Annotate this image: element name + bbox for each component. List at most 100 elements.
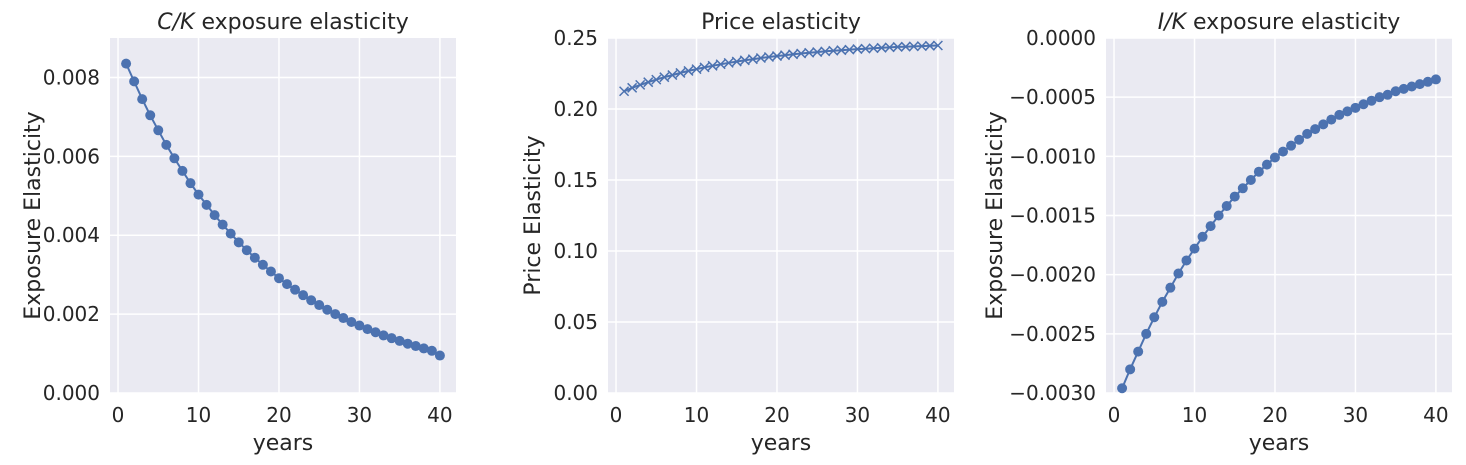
data-point xyxy=(683,65,694,76)
data-point xyxy=(306,295,317,306)
data-point xyxy=(257,259,268,270)
chart-title: I/K exposure elasticity xyxy=(1158,10,1401,35)
data-point xyxy=(1181,255,1192,266)
y-axis-label: Price Elasticity xyxy=(521,135,546,295)
x-tick-label: 0 xyxy=(112,403,125,427)
y-tick-label: 0.10 xyxy=(553,239,598,263)
data-point xyxy=(1294,134,1305,145)
data-point xyxy=(282,279,293,290)
y-tick-label: −0.0020 xyxy=(1009,263,1096,287)
data-point xyxy=(828,45,839,56)
data-point xyxy=(298,290,309,301)
data-point xyxy=(1221,201,1232,212)
data-point xyxy=(1149,312,1160,323)
data-point xyxy=(1253,166,1264,177)
data-point xyxy=(779,50,791,61)
y-tick-label: 0.20 xyxy=(553,97,598,121)
data-point xyxy=(1117,383,1128,394)
y-tick-label: 0.006 xyxy=(43,144,100,168)
data-point xyxy=(1278,146,1289,157)
data-point xyxy=(812,47,823,58)
data-point xyxy=(1213,210,1224,221)
x-tick-label: 40 xyxy=(925,403,950,427)
x-tick-label: 30 xyxy=(845,403,870,427)
data-point xyxy=(643,77,654,88)
data-point xyxy=(1366,95,1377,106)
data-point xyxy=(394,335,405,346)
data-point xyxy=(1326,114,1337,125)
data-point xyxy=(852,44,863,55)
data-point xyxy=(225,228,236,239)
data-point xyxy=(177,165,188,176)
data-point xyxy=(619,86,630,97)
data-point xyxy=(1374,92,1385,103)
data-point xyxy=(434,350,445,361)
data-point xyxy=(193,189,204,200)
data-point xyxy=(924,40,935,51)
chart-panel-price: 0 10 20 30 40 0.00 0.05 0.10 0.15 0.20 0.25 years Pr… xyxy=(521,10,954,456)
data-point xyxy=(137,94,148,105)
y-tick-label: −0.0030 xyxy=(1009,381,1096,405)
data-point xyxy=(667,70,678,81)
data-point xyxy=(314,300,325,311)
data-point xyxy=(1237,183,1248,194)
x-tick-label: 20 xyxy=(266,403,291,427)
data-point xyxy=(322,304,333,315)
data-point xyxy=(1157,296,1168,307)
data-point xyxy=(426,345,437,356)
x-tick-label: 10 xyxy=(684,403,709,427)
x-tick-label: 0 xyxy=(1108,403,1121,427)
data-point xyxy=(185,178,196,189)
data-point xyxy=(410,341,421,352)
data-point xyxy=(627,82,638,93)
data-point xyxy=(121,58,132,69)
x-tick-label: 30 xyxy=(347,403,372,427)
plot-area xyxy=(608,38,954,393)
data-point xyxy=(844,44,855,55)
data-point xyxy=(763,51,774,63)
data-point xyxy=(265,266,276,277)
x-tick-label: 30 xyxy=(1343,403,1368,427)
data-point xyxy=(201,199,212,210)
x-tick-label: 10 xyxy=(1182,403,1207,427)
data-point xyxy=(739,55,750,66)
data-point xyxy=(241,245,252,256)
data-point xyxy=(1245,175,1256,185)
data-point xyxy=(916,41,927,52)
data-point xyxy=(362,324,373,335)
x-axis-label: years xyxy=(751,431,812,456)
data-point xyxy=(868,43,879,54)
data-point xyxy=(217,219,228,230)
data-point xyxy=(1133,346,1144,357)
data-point xyxy=(1406,81,1417,92)
data-point xyxy=(153,125,164,136)
data-point xyxy=(1382,89,1393,100)
data-point xyxy=(651,74,662,85)
data-point xyxy=(900,41,911,52)
data-point xyxy=(747,54,758,65)
data-point xyxy=(161,139,172,150)
data-point xyxy=(1430,74,1441,85)
chart-title-italic: I/K xyxy=(1158,10,1188,35)
data-point xyxy=(876,42,887,53)
data-point xyxy=(378,330,389,341)
data-point xyxy=(1197,231,1208,242)
y-tick-label: 0.004 xyxy=(43,223,100,247)
chart-title-text: exposure elasticity xyxy=(194,10,408,35)
y-tick-label: −0.0025 xyxy=(1009,322,1096,346)
x-tick-label: 20 xyxy=(764,403,789,427)
chart-title-text: exposure elasticity xyxy=(1186,10,1400,35)
chart-panel-ck-exposure: 0 10 20 30 40 0.000 0.002 0.004 0.006 0.008 years E… xyxy=(21,10,456,456)
y-tick-label: −0.0010 xyxy=(1009,144,1096,168)
data-point xyxy=(145,110,156,121)
data-point xyxy=(820,46,831,57)
data-point xyxy=(233,237,244,248)
data-point xyxy=(338,313,349,324)
y-tick-label: −0.0005 xyxy=(1009,85,1096,109)
x-axis-label: years xyxy=(1249,431,1310,456)
data-point xyxy=(418,343,429,354)
data-point xyxy=(1205,221,1216,232)
data-point xyxy=(273,273,284,284)
data-point xyxy=(1261,159,1272,170)
